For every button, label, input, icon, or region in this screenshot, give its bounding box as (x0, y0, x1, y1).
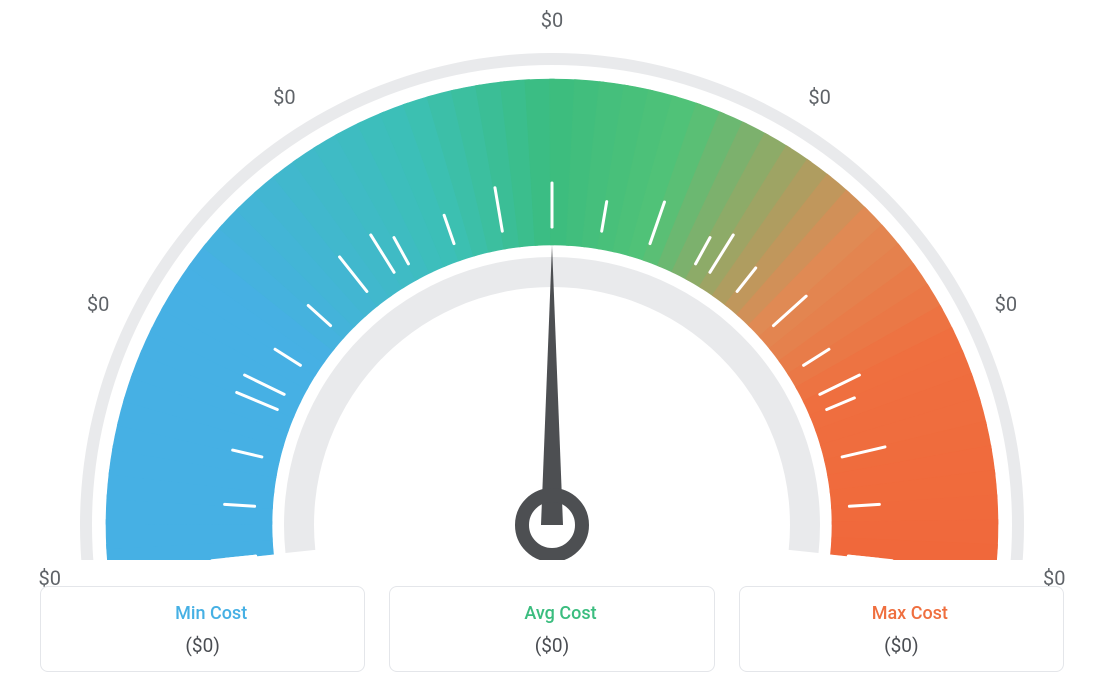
legend-dot-min (158, 609, 167, 618)
legend-label-max: Max Cost (872, 603, 948, 624)
gauge-tick-label: $0 (273, 85, 295, 109)
legend-dot-max (855, 609, 864, 618)
gauge-chart-container: $0$0$0$0$0$0$0 Min Cost ($0) Avg Cost ($… (0, 0, 1104, 690)
legend-title-avg: Avg Cost (507, 603, 596, 624)
legend-label-avg: Avg Cost (524, 603, 596, 624)
legend-card-min: Min Cost ($0) (40, 586, 365, 672)
legend-title-min: Min Cost (158, 603, 247, 624)
gauge-tick-label: $0 (541, 8, 563, 32)
legend-row: Min Cost ($0) Avg Cost ($0) Max Cost ($0… (40, 586, 1064, 672)
gauge-tick-label: $0 (87, 292, 109, 316)
legend-card-avg: Avg Cost ($0) (389, 586, 714, 672)
legend-card-max: Max Cost ($0) (739, 586, 1064, 672)
gauge-svg (0, 0, 1104, 560)
legend-label-min: Min Cost (175, 603, 247, 624)
gauge-area: $0$0$0$0$0$0$0 (0, 0, 1104, 560)
legend-value-avg: ($0) (402, 634, 701, 657)
gauge-tick-label: $0 (808, 85, 830, 109)
legend-value-max: ($0) (752, 634, 1051, 657)
legend-title-max: Max Cost (855, 603, 948, 624)
legend-value-min: ($0) (53, 634, 352, 657)
gauge-tick-label: $0 (995, 292, 1017, 316)
legend-dot-avg (507, 609, 516, 618)
